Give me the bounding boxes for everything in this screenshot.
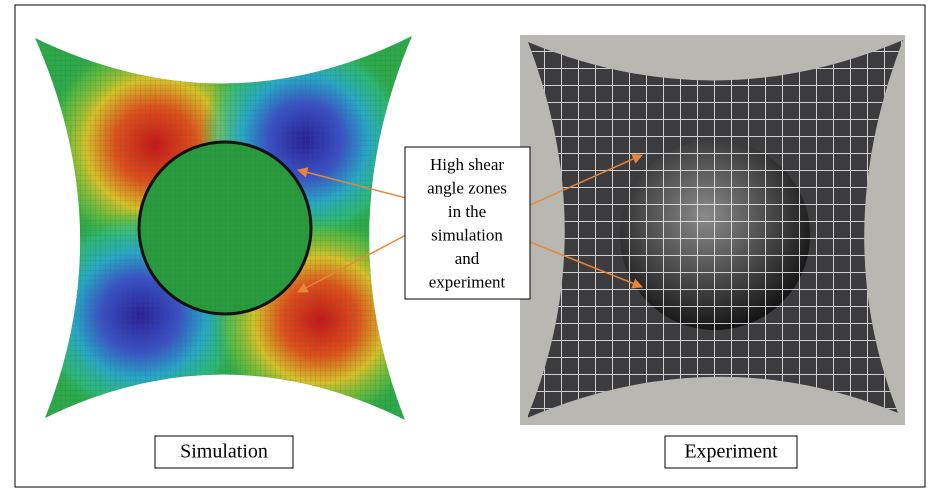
callout-line: in the (448, 202, 486, 221)
callout-line: and (455, 249, 480, 268)
caption: Experiment (684, 441, 778, 463)
simulation-image (30, 30, 430, 425)
callout-line: experiment (429, 273, 506, 292)
figure: High shear angle zones in the simulation and… (0, 0, 935, 490)
caption: Simulation (180, 441, 268, 463)
callout-line: simulation (431, 226, 503, 245)
experiment-image (520, 35, 905, 425)
callout-line: angle zones (427, 179, 507, 198)
callout-line: High shear (430, 155, 504, 174)
